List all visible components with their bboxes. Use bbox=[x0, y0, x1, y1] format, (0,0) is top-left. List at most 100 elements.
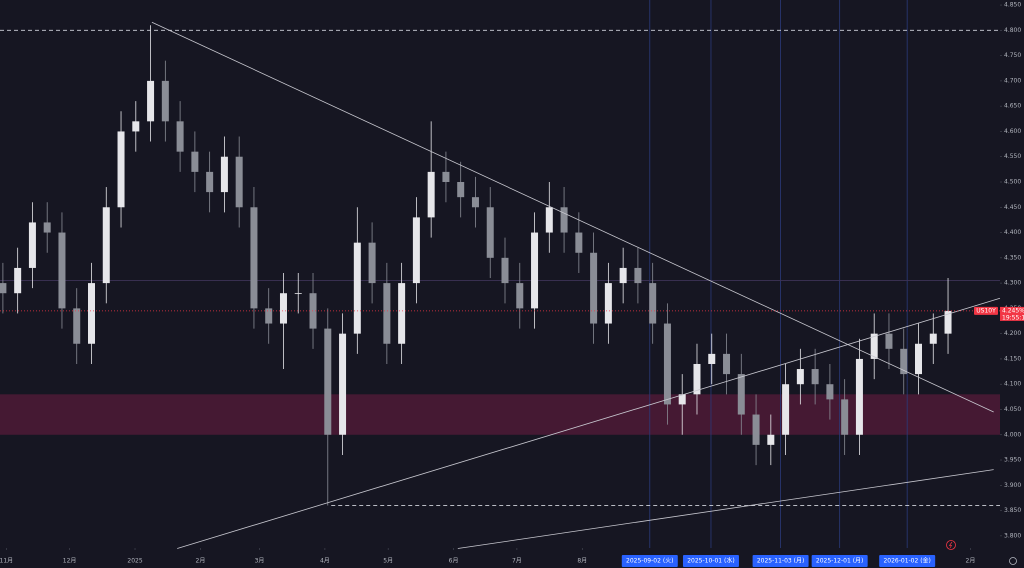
candle-body bbox=[132, 121, 140, 132]
candle-body bbox=[531, 232, 539, 309]
y-tick-label: 4.100 bbox=[1004, 381, 1021, 388]
x-tick-label: 8月 bbox=[577, 558, 587, 565]
trend-line bbox=[151, 21, 994, 413]
candle-body bbox=[176, 121, 184, 152]
x-tick-label: 12月 bbox=[63, 558, 77, 565]
marker-badge bbox=[621, 555, 678, 567]
candle-body bbox=[279, 293, 287, 324]
candle-body bbox=[250, 207, 258, 309]
y-tick-label: 4.300 bbox=[1004, 280, 1021, 287]
candle-body bbox=[811, 369, 819, 385]
candle-body bbox=[102, 207, 110, 284]
candle-body bbox=[590, 252, 598, 324]
y-tick-label: 3.900 bbox=[1004, 482, 1021, 489]
symbol-badge bbox=[974, 306, 998, 315]
candle-body bbox=[560, 207, 568, 233]
countdown-label: 19:55:17 bbox=[1002, 314, 1024, 321]
replay-icon-bolt bbox=[948, 541, 953, 549]
candle-body bbox=[782, 384, 790, 435]
marker-badge bbox=[811, 555, 868, 567]
candle-body bbox=[161, 80, 169, 122]
settings-icon[interactable] bbox=[1009, 557, 1017, 565]
candle-body bbox=[693, 363, 701, 395]
price-zone bbox=[0, 394, 1000, 435]
candle-body bbox=[885, 333, 893, 349]
x-tick-label: 3月 bbox=[255, 558, 265, 565]
candle-body bbox=[73, 308, 81, 344]
candle-body bbox=[0, 283, 7, 294]
candle-body bbox=[43, 222, 51, 233]
candle-body bbox=[516, 283, 524, 309]
candle-body bbox=[147, 80, 155, 122]
candle-body bbox=[486, 207, 494, 258]
y-tick-label: 4.200 bbox=[1004, 330, 1021, 337]
y-tick-label: 4.050 bbox=[1004, 406, 1021, 413]
price-badge bbox=[1000, 306, 1024, 321]
background-layer bbox=[0, 0, 1000, 548]
candle-body bbox=[855, 358, 863, 435]
marker-label: 2025-10-01 (水) bbox=[687, 557, 734, 565]
candle-body bbox=[796, 369, 804, 385]
candle-body bbox=[309, 293, 317, 329]
candle-body bbox=[752, 414, 760, 445]
candle-body bbox=[723, 353, 731, 375]
candle-body bbox=[870, 333, 878, 359]
y-tick-label: 4.600 bbox=[1004, 128, 1021, 135]
candle-body bbox=[117, 131, 125, 208]
candle-body bbox=[944, 310, 952, 334]
symbol-label: US10Y bbox=[976, 307, 996, 314]
candle-body bbox=[826, 384, 834, 400]
candle-body bbox=[353, 242, 361, 334]
candle-body bbox=[339, 333, 347, 435]
price-label: 4.245% bbox=[1002, 307, 1024, 314]
trend-line bbox=[457, 469, 994, 549]
candle-body bbox=[235, 156, 243, 208]
x-tick-label: 4月 bbox=[320, 558, 330, 565]
candle-body bbox=[398, 283, 406, 344]
candle-body bbox=[767, 434, 775, 445]
y-tick-label: 4.750 bbox=[1004, 52, 1021, 59]
candle-body bbox=[900, 348, 908, 375]
candle-body bbox=[383, 283, 391, 344]
x-tick-label: 2025 bbox=[127, 558, 142, 565]
x-tick-label: 5月 bbox=[383, 558, 393, 565]
candle-body bbox=[649, 283, 657, 324]
y-tick-label: 4.700 bbox=[1004, 77, 1021, 84]
candle-body bbox=[427, 171, 435, 218]
y-tick-label: 3.850 bbox=[1004, 507, 1021, 514]
candle-body bbox=[634, 267, 642, 284]
candle-body bbox=[412, 217, 420, 284]
y-tick-label: 4.550 bbox=[1004, 153, 1021, 160]
x-tick-label: 7月 bbox=[512, 558, 522, 565]
marker-label: 2025-12-01 (月) bbox=[816, 558, 863, 565]
candle-body bbox=[265, 308, 273, 324]
main-layer bbox=[0, 21, 1001, 549]
candle-body bbox=[294, 293, 302, 295]
candle-body bbox=[708, 353, 716, 364]
y-tick-label: 3.800 bbox=[1004, 532, 1021, 539]
y-tick-label: 4.500 bbox=[1004, 178, 1021, 185]
candle-body bbox=[471, 197, 479, 208]
replay-icon[interactable] bbox=[946, 540, 956, 550]
candle-body bbox=[678, 394, 686, 405]
candle-body bbox=[841, 399, 849, 435]
y-tick-label: 4.000 bbox=[1004, 431, 1021, 438]
candle-body bbox=[220, 156, 228, 193]
marker-badge bbox=[752, 555, 809, 567]
candle-body bbox=[663, 323, 671, 405]
marker-label: 2025-09-02 (火) bbox=[626, 558, 673, 565]
candle-body bbox=[575, 232, 583, 253]
marker-label: 2025-11-03 (月) bbox=[757, 558, 804, 565]
marker-label: 2026-01-02 (金) bbox=[883, 557, 930, 565]
candle-body bbox=[324, 328, 332, 435]
candle-body bbox=[545, 207, 553, 233]
trend-line bbox=[177, 297, 1001, 549]
candle-body bbox=[206, 171, 214, 193]
x-tick-label: 2月 bbox=[966, 558, 976, 565]
marker-badge bbox=[879, 555, 936, 567]
x-tick-label: 6月 bbox=[449, 558, 459, 565]
candle-body bbox=[929, 333, 937, 344]
y-tick-label: 4.650 bbox=[1004, 103, 1021, 110]
